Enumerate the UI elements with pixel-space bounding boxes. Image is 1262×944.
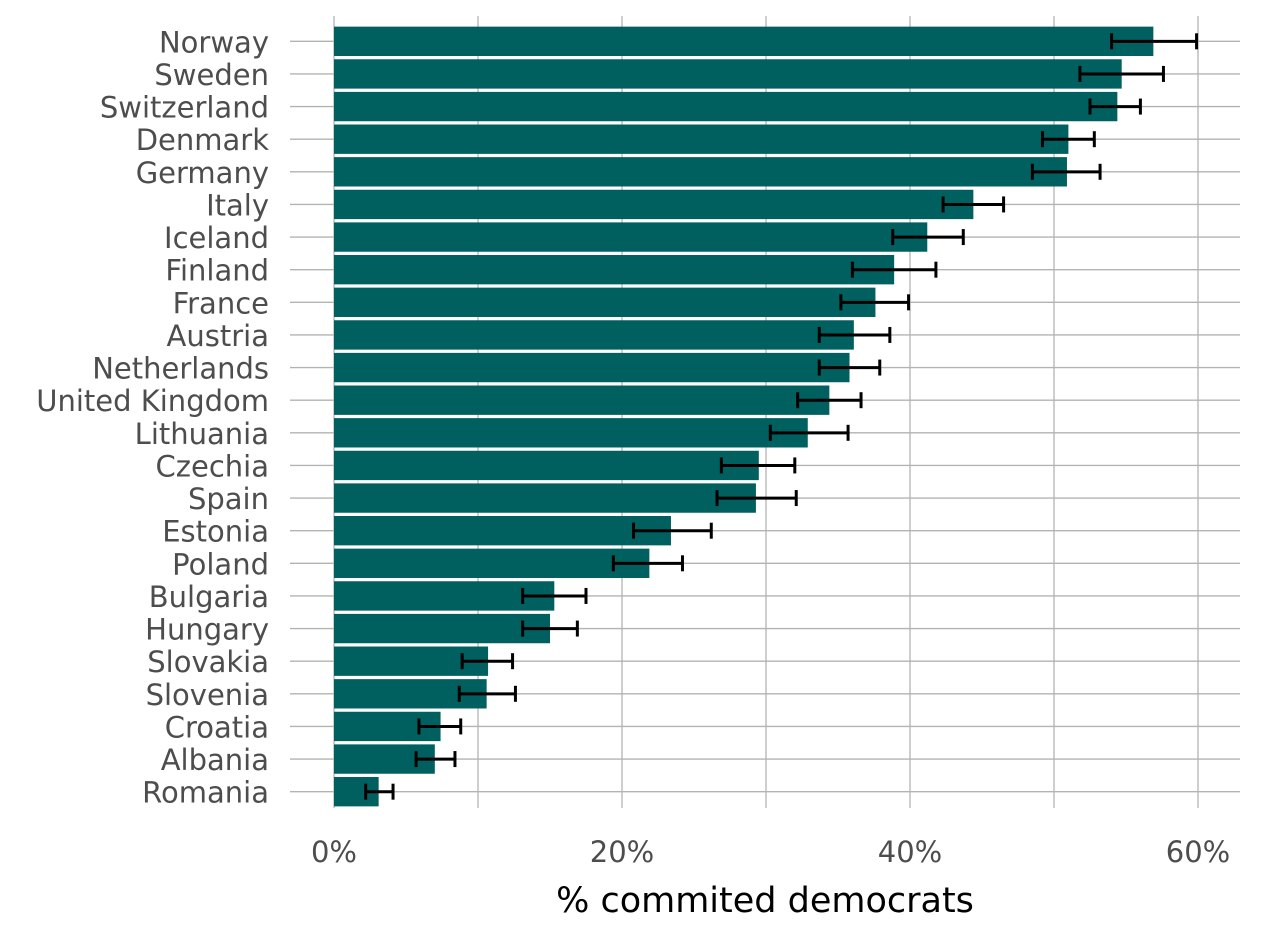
error-bar: [850, 261, 938, 278]
y-tick-label: Poland: [172, 547, 269, 581]
bar: [334, 287, 876, 317]
bar: [334, 255, 895, 285]
y-axis-ticks: NorwaySwedenSwitzerlandDenmarkGermanyIta…: [36, 25, 269, 809]
y-tick-label: Slovenia: [146, 678, 269, 712]
error-bar: [1040, 131, 1096, 148]
y-tick-label: Hungary: [145, 613, 269, 647]
bar: [334, 26, 1154, 56]
y-tick-label: Finland: [165, 254, 269, 288]
error-bar: [1030, 163, 1102, 180]
error-bar: [521, 587, 588, 604]
x-axis-title: % commited democrats: [556, 881, 974, 921]
bars: [334, 26, 1154, 807]
error-bar: [521, 620, 579, 637]
error-bar: [414, 751, 457, 768]
bar: [334, 483, 756, 513]
bar: [334, 516, 671, 546]
error-bar: [460, 653, 515, 670]
bar: [334, 320, 854, 350]
error-bar: [1078, 65, 1165, 82]
y-tick-label: Bulgaria: [149, 580, 269, 614]
bar: [334, 450, 759, 481]
y-tick-label: Denmark: [136, 123, 269, 157]
bar: [334, 418, 808, 448]
bar: [334, 91, 1118, 122]
error-bar: [632, 522, 713, 539]
bar: [334, 157, 1067, 187]
bar: [334, 581, 555, 611]
error-bar: [1110, 33, 1199, 50]
error-bar: [817, 326, 892, 343]
bar: [334, 613, 550, 644]
error-bar: [768, 424, 850, 441]
y-tick-label: Czechia: [156, 449, 269, 483]
x-tick-label: 0%: [311, 835, 357, 869]
error-bar: [719, 457, 797, 474]
y-tick-label: France: [173, 286, 269, 320]
error-bar: [364, 783, 395, 800]
error-bar: [839, 294, 911, 311]
y-tick-label: Netherlands: [92, 352, 269, 386]
x-tick-label: 40%: [878, 835, 942, 869]
y-tick-label: Estonia: [162, 515, 269, 549]
error-bar: [1088, 98, 1142, 115]
y-tick-label: Slovakia: [147, 645, 269, 679]
error-bar: [715, 490, 798, 507]
bar: [334, 189, 974, 220]
bar: [334, 124, 1069, 154]
y-tick-label: Iceland: [164, 221, 269, 255]
error-bar: [457, 685, 517, 702]
bar: [334, 352, 850, 383]
error-bar: [417, 718, 463, 735]
error-bar: [611, 555, 684, 572]
y-tick-label: Switzerland: [100, 91, 269, 125]
x-axis-ticks: 0% 20% 40% 60%: [311, 835, 1230, 869]
y-tick-label: Austria: [167, 319, 269, 353]
error-bars: [364, 33, 1199, 800]
error-bar: [891, 229, 965, 246]
y-tick-label: Croatia: [165, 710, 269, 744]
bar: [334, 548, 650, 578]
x-tick-label: 60%: [1166, 835, 1230, 869]
y-tick-label: United Kingdom: [36, 384, 269, 418]
error-bar: [796, 392, 863, 409]
y-tick-label: Germany: [136, 156, 269, 190]
y-tick-label: Norway: [159, 25, 269, 59]
y-tick-label: Spain: [188, 482, 269, 516]
error-bar: [941, 196, 1006, 213]
y-tick-label: Lithuania: [135, 417, 269, 451]
y-tick-label: Italy: [206, 188, 269, 222]
bar: [334, 222, 928, 252]
bar: [334, 59, 1122, 89]
y-tick-label: Albania: [161, 743, 269, 777]
y-tick-label: Sweden: [154, 58, 269, 92]
x-tick-label: 20%: [590, 835, 654, 869]
y-tick-label: Romania: [142, 776, 269, 810]
bar: [334, 385, 830, 415]
error-bar: [817, 359, 882, 376]
